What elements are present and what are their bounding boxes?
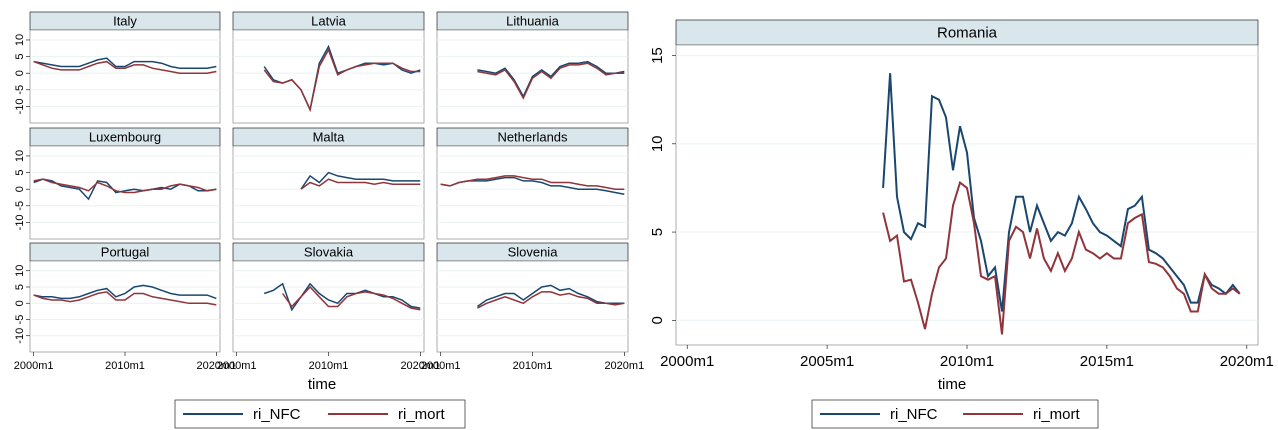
x-tick-label: 2020m1 [196, 360, 236, 372]
y-tick-label: 10 [14, 150, 26, 162]
series-line [882, 180, 1241, 335]
y-tick-label: 0 [14, 300, 26, 306]
y-tick-label: -5 [14, 315, 26, 325]
series-line [476, 284, 625, 308]
panel-title: Portugal [101, 244, 150, 259]
panel-title: Slovakia [304, 244, 354, 259]
series-line [33, 57, 217, 69]
y-tick-label: 0 [14, 70, 26, 76]
x-tick-label: 2010m1 [513, 360, 553, 372]
y-tick-label: 0 [649, 316, 666, 324]
y-tick-label: 0 [14, 186, 26, 192]
series-line [300, 178, 421, 190]
y-tick-label: -10 [14, 214, 26, 230]
x-tick-label: 2015m1 [1080, 353, 1134, 370]
x-tick-label: 2010m1 [309, 360, 349, 372]
legend-label: ri_mort [398, 406, 446, 423]
y-tick-label: 5 [14, 54, 26, 60]
panel-title: Malta [313, 129, 346, 144]
series-line [300, 171, 421, 190]
series-line [440, 175, 625, 190]
series-line [477, 62, 625, 100]
y-tick-label: 5 [14, 284, 26, 290]
series-line [33, 291, 217, 306]
series-line [33, 284, 217, 300]
series-line [882, 73, 1241, 312]
y-tick-label: 10 [649, 135, 666, 152]
x-tick-label: 2020m1 [604, 360, 644, 372]
y-tick-label: 15 [649, 47, 666, 64]
y-tick-label: -10 [14, 98, 26, 114]
series-line [281, 285, 421, 311]
series-line [33, 60, 217, 74]
x-tick-label: 2020m1 [1220, 353, 1274, 370]
series-line [477, 291, 625, 309]
plot-area [232, 29, 425, 124]
panel-title: Slovenia [508, 244, 559, 259]
x-tick-label: 2020m1 [400, 360, 440, 372]
plot-area [29, 29, 221, 124]
x-tick-label: 2000m1 [421, 360, 461, 372]
x-tick-label: 2000m1 [14, 360, 54, 372]
panel-title: Latvia [311, 13, 346, 28]
plot-area [436, 145, 629, 240]
legend-label: ri_NFC [253, 406, 301, 423]
series-line [477, 60, 625, 99]
panel-title: Netherlands [497, 129, 568, 144]
plot-area [675, 44, 1259, 346]
x-axis-label: time [938, 376, 966, 393]
y-tick-label: -5 [14, 201, 26, 211]
y-tick-label: -5 [14, 85, 26, 95]
panel-title: Italy [113, 13, 137, 28]
y-tick-label: 10 [14, 34, 26, 46]
plot-area [232, 145, 425, 240]
x-tick-label: 2010m1 [940, 353, 994, 370]
y-tick-label: -10 [14, 328, 26, 344]
panel-title: Luxembourg [89, 129, 161, 144]
x-tick-label: 2005m1 [800, 353, 854, 370]
series-line [263, 48, 421, 113]
x-tick-label: 2000m1 [660, 353, 714, 370]
y-tick-label: 5 [14, 170, 26, 176]
panel-title: Lithuania [506, 13, 560, 28]
legend-label: ri_NFC [890, 406, 938, 423]
x-axis-label: time [308, 376, 336, 393]
panel-title: Romania [937, 24, 998, 41]
y-tick-label: 10 [14, 265, 26, 277]
plot-area [29, 260, 221, 353]
legend-label: ri_mort [1033, 406, 1081, 423]
x-tick-label: 2010m1 [105, 360, 145, 372]
series-line [33, 178, 217, 194]
y-tick-label: 5 [649, 228, 666, 236]
plot-area [436, 260, 629, 353]
x-tick-label: 2000m1 [217, 360, 257, 372]
